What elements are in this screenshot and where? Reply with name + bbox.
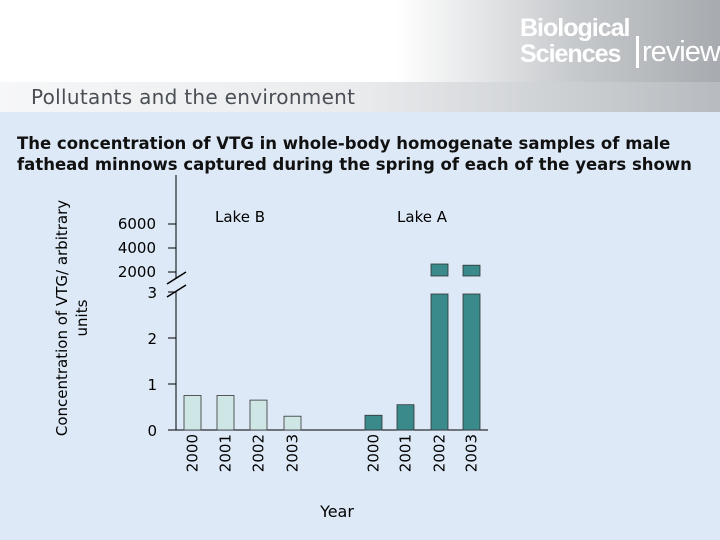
bar bbox=[283, 415, 302, 431]
y-tick-label: 0 bbox=[147, 422, 157, 440]
bar bbox=[183, 395, 202, 431]
logo-line-3: review bbox=[636, 36, 720, 68]
x-tick-label: 2002 bbox=[250, 434, 268, 472]
x-tick-label: 2002 bbox=[431, 434, 449, 472]
bar bbox=[249, 399, 268, 431]
chart-caption: The concentration of VTG in whole-body h… bbox=[17, 134, 692, 174]
y-tick-label: 2000 bbox=[118, 263, 156, 281]
y-tick-label: 3 bbox=[147, 284, 157, 302]
bar-cap bbox=[430, 263, 449, 277]
x-axis-label: Year bbox=[319, 502, 354, 521]
x-tick-label: 2003 bbox=[284, 434, 302, 472]
y-tick-label: 6000 bbox=[118, 215, 156, 233]
logo-line-2: Sciences bbox=[520, 40, 621, 68]
bar bbox=[396, 404, 415, 431]
y-tick-label: 1 bbox=[147, 376, 157, 394]
group-label-lake-a: Lake A bbox=[397, 208, 448, 226]
axis-break-mark bbox=[166, 271, 187, 285]
x-tick-label: 2003 bbox=[463, 434, 481, 472]
journal-logo: Biological Sciences review bbox=[520, 14, 720, 70]
x-tick-label: 2000 bbox=[365, 434, 383, 472]
bar-cap bbox=[462, 264, 481, 277]
logo-line-1: Biological bbox=[520, 14, 630, 42]
bar bbox=[216, 395, 235, 431]
title-bar bbox=[0, 82, 720, 112]
bar bbox=[430, 293, 449, 431]
group-label-lake-b: Lake B bbox=[215, 208, 265, 226]
x-tick-label: 2001 bbox=[217, 434, 235, 472]
section-title: Pollutants and the environment bbox=[31, 85, 356, 109]
bar bbox=[462, 293, 481, 431]
y-tick-label: 4000 bbox=[118, 239, 156, 257]
y-tick-label: 2 bbox=[147, 330, 157, 348]
x-tick-label: 2001 bbox=[397, 434, 415, 472]
header-band bbox=[0, 0, 720, 82]
bar bbox=[364, 414, 383, 431]
axis-break-mark bbox=[166, 284, 187, 298]
x-tick-label: 2000 bbox=[184, 434, 202, 472]
